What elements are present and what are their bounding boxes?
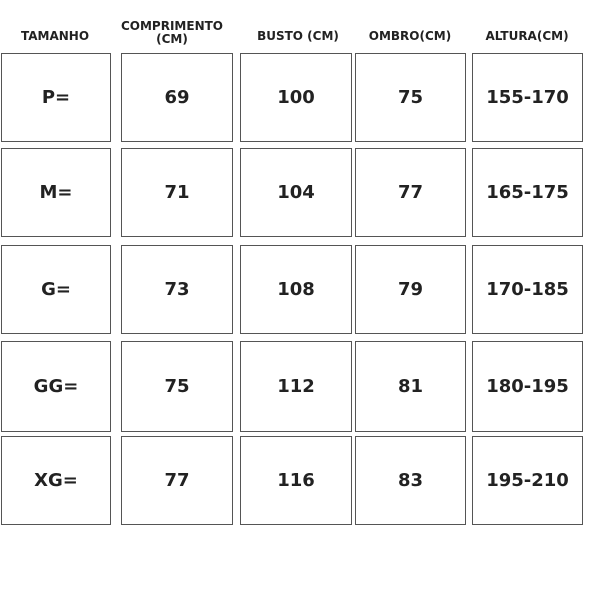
cell-length: 77 [121,436,233,525]
cell-bust: 108 [240,245,352,334]
cell-size: XG= [1,436,111,525]
cell-length: 73 [121,245,233,334]
header-busto: BUSTO (CM) [257,29,339,43]
cell-value: 165-175 [486,182,569,203]
cell-value: P= [41,87,71,108]
cell-height: 170-185 [472,245,583,334]
cell-size: P= [1,53,111,142]
cell-height: 155-170 [472,53,583,142]
header-altura: ALTURA(CM) [485,29,569,43]
cell-value: 155-170 [486,87,569,108]
cell-value: 71 [164,182,190,203]
cell-shoulder: 75 [355,53,466,142]
cell-value: 77 [164,470,190,491]
cell-value: 116 [277,470,315,491]
cell-bust: 112 [240,341,352,432]
cell-value: 180-195 [486,376,569,397]
cell-value: 104 [277,182,315,203]
cell-value: 108 [277,279,315,300]
cell-shoulder: 79 [355,245,466,334]
cell-value: 100 [277,87,315,108]
cell-bust: 100 [240,53,352,142]
cell-value: 75 [164,376,190,397]
cell-bust: 116 [240,436,352,525]
cell-value: 79 [397,279,424,300]
cell-height: 195-210 [472,436,583,525]
cell-value: 77 [397,182,424,203]
cell-value: 73 [164,279,190,300]
cell-length: 69 [121,53,233,142]
cell-size: G= [1,245,111,334]
header-comprimento: COMPRIMENTO (CM) [120,19,224,46]
cell-value: 195-210 [486,470,569,491]
header-tamanho: TAMANHO [20,29,90,43]
cell-value: 69 [164,87,190,108]
cell-value: 170-185 [486,279,569,300]
cell-value: 112 [277,376,315,397]
cell-bust: 104 [240,148,352,237]
cell-height: 180-195 [472,341,583,432]
cell-shoulder: 83 [355,436,466,525]
cell-shoulder: 77 [355,148,466,237]
cell-value: XG= [34,470,78,491]
cell-value: 83 [397,470,424,491]
cell-value: GG= [33,376,79,397]
cell-value: G= [41,279,71,300]
cell-value: M= [39,182,73,203]
cell-shoulder: 81 [355,341,466,432]
cell-size: M= [1,148,111,237]
cell-size: GG= [1,341,111,432]
cell-height: 165-175 [472,148,583,237]
cell-length: 75 [121,341,233,432]
cell-value: 75 [397,87,424,108]
cell-length: 71 [121,148,233,237]
cell-value: 81 [397,376,424,397]
header-ombro: OMBRO(CM) [368,29,452,43]
